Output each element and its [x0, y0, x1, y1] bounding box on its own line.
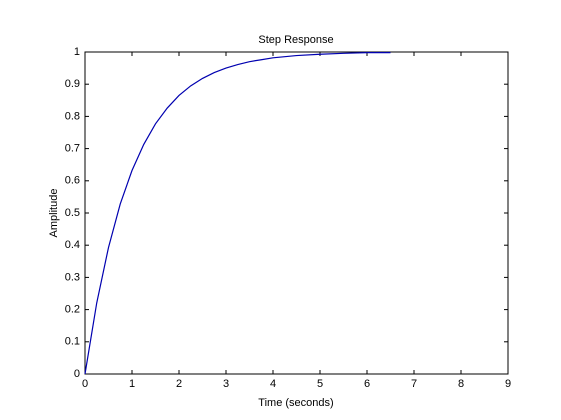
x-tick-label: 8	[458, 378, 464, 390]
y-tick-label: 0.9	[65, 78, 80, 90]
line-series	[84, 52, 391, 375]
y-tick-label: 0.2	[65, 304, 80, 316]
x-tick-label: 9	[505, 378, 511, 390]
y-tick-label: 0.5	[65, 207, 80, 219]
y-tick-label: 0.4	[65, 239, 80, 251]
y-tick-label: 0.8	[65, 110, 80, 122]
y-tick-label: 0	[74, 368, 80, 380]
y-tick-label: 0.7	[65, 143, 80, 155]
y-tick-label: 0.6	[65, 175, 80, 187]
x-tick-label: 2	[176, 378, 182, 390]
x-tick-label: 5	[317, 378, 323, 390]
x-tick-label: 6	[364, 378, 370, 390]
x-tick-label: 7	[411, 378, 417, 390]
y-tick-label: 0.1	[65, 336, 80, 348]
y-axis-label: Amplitude	[48, 189, 60, 238]
axes-box	[84, 51, 509, 375]
y-tick-label: 0.3	[65, 271, 80, 283]
chart-title: Step Response	[258, 34, 333, 46]
x-tick-label: 3	[223, 378, 229, 390]
x-axis-label: Time (seconds)	[258, 397, 333, 409]
x-tick-label: 0	[82, 378, 88, 390]
x-tick-label: 4	[270, 378, 276, 390]
y-tick-label: 1	[74, 46, 80, 58]
x-tick-label: 1	[129, 378, 135, 390]
